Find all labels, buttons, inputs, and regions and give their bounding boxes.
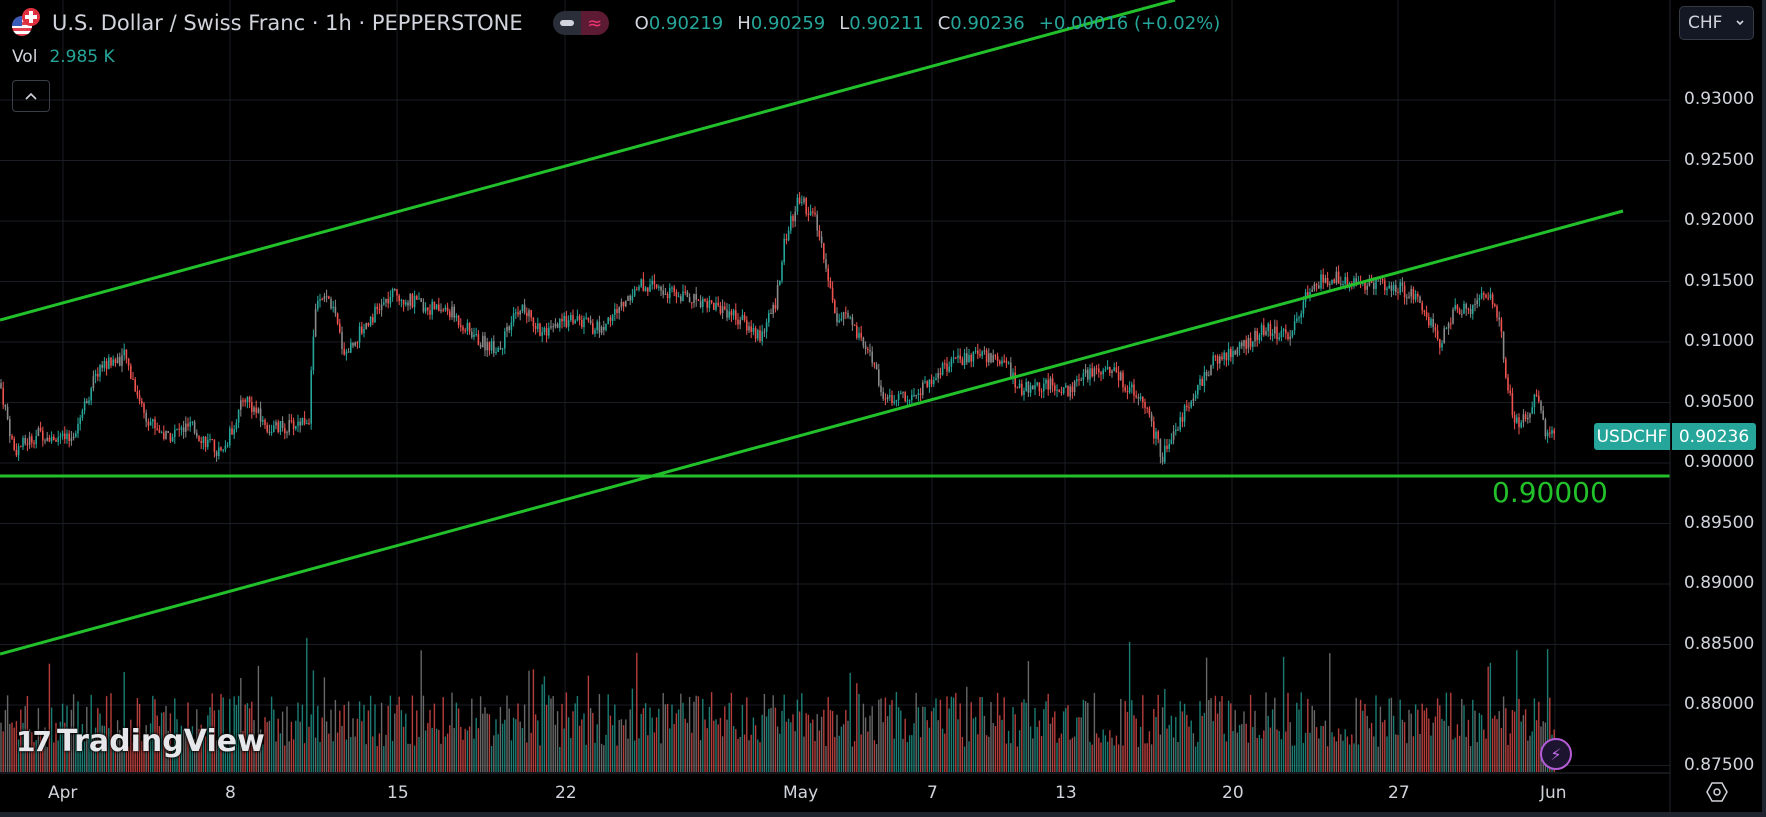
support-level-label: 0.90000 bbox=[1492, 476, 1608, 509]
price-tick-label: 0.89000 bbox=[1684, 573, 1755, 593]
last-price-tag: USDCHF 0.90236 bbox=[0, 423, 1756, 450]
currency-select[interactable]: CHF bbox=[1679, 6, 1754, 40]
chart-settings-button[interactable] bbox=[1705, 780, 1729, 804]
right-border bbox=[1762, 0, 1766, 817]
ohlc-open: O0.90219 bbox=[634, 12, 724, 34]
volume-value: 2.985 K bbox=[49, 47, 115, 67]
price-tick-label: 0.89500 bbox=[1684, 512, 1755, 533]
currency-value: CHF bbox=[1688, 13, 1723, 33]
bottom-border bbox=[0, 812, 1766, 817]
usd-chf-flag-icon bbox=[10, 8, 44, 38]
ohlc-low: L0.90211 bbox=[839, 12, 924, 34]
chevron-up-icon bbox=[25, 92, 37, 100]
wave-icon[interactable]: ≈ bbox=[580, 11, 609, 35]
time-tick-label: 13 bbox=[1055, 783, 1077, 803]
indicator-toggle[interactable]: ≈ bbox=[552, 11, 609, 35]
chart-legend: U.S. Dollar / Swiss Franc · 1h · PEPPERS… bbox=[10, 8, 1220, 38]
bolt-icon[interactable]: ⚡ bbox=[1540, 738, 1572, 770]
price-tick-label: 0.92000 bbox=[1684, 210, 1755, 230]
ohlc-values: O0.90219 H0.90259 L0.90211 C0.90236 +0.0… bbox=[635, 13, 1221, 34]
last-price-value: 0.90236 bbox=[1672, 423, 1756, 450]
time-tick-label: 22 bbox=[555, 783, 577, 803]
trendlines[interactable] bbox=[0, 0, 1670, 656]
price-tick-label: 0.88500 bbox=[1684, 633, 1755, 654]
ohlc-close: C0.90236 bbox=[937, 12, 1025, 34]
time-tick-label: May bbox=[783, 783, 819, 803]
time-tick-label: 20 bbox=[1222, 783, 1244, 803]
price-tick-label: 0.91000 bbox=[1684, 331, 1755, 351]
time-tick-label: 15 bbox=[387, 783, 409, 803]
price-tick-label: 0.91500 bbox=[1684, 270, 1755, 291]
price-tick-label: 0.90000 bbox=[1684, 452, 1755, 472]
volume-bars bbox=[0, 637, 1555, 772]
time-tick-label: 27 bbox=[1388, 783, 1410, 803]
time-tick-label: Jun bbox=[1540, 783, 1567, 803]
volume-legend: Vol 2.985 K bbox=[12, 47, 115, 67]
price-tick-label: 0.88000 bbox=[1684, 694, 1755, 714]
logo-text: TradingView bbox=[56, 724, 265, 759]
time-tick-label: 8 bbox=[225, 783, 236, 803]
minus-icon[interactable] bbox=[552, 11, 581, 35]
volume-label: Vol bbox=[12, 47, 38, 67]
last-price-symbol: USDCHF bbox=[1594, 423, 1670, 450]
tradingview-logo-icon: 17 bbox=[16, 725, 52, 758]
ohlc-high: H0.90259 bbox=[737, 12, 826, 34]
price-tick-label: 0.93000 bbox=[1684, 89, 1755, 109]
price-change: +0.00016 (+0.02%) bbox=[1038, 12, 1221, 34]
tradingview-logo[interactable]: 17 TradingView bbox=[16, 724, 265, 759]
settings-hexagon-icon bbox=[1706, 782, 1728, 802]
chevron-down-icon bbox=[1736, 20, 1744, 26]
time-tick-label: Apr bbox=[48, 783, 78, 803]
upper-channel-line[interactable] bbox=[0, 0, 1176, 322]
chart-grid bbox=[0, 0, 1670, 773]
mid-trendline-line[interactable] bbox=[0, 209, 1624, 656]
price-tick-label: 0.92500 bbox=[1684, 149, 1755, 170]
symbol-title[interactable]: U.S. Dollar / Swiss Franc · 1h · PEPPERS… bbox=[52, 11, 523, 35]
price-tick-label: 0.87500 bbox=[1684, 754, 1755, 775]
time-tick-label: 7 bbox=[927, 783, 938, 803]
collapse-legend-button[interactable] bbox=[12, 80, 50, 112]
price-tick-label: 0.90500 bbox=[1684, 391, 1755, 412]
